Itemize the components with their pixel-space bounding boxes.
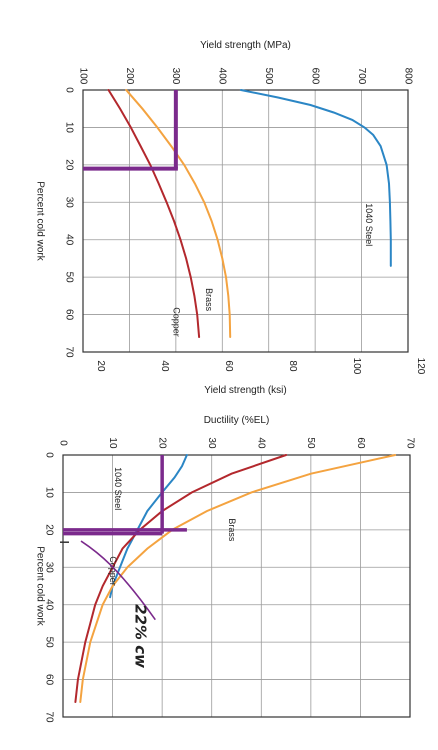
tick-label-mpa: 100 [77,68,88,85]
tick-label-cold-work: 20 [63,159,74,171]
series-label-copper: Copper [108,556,118,586]
tick-label-cold-work: 0 [43,452,54,458]
tick-label-cold-work: 30 [43,562,54,574]
series-label-1040-steel: 1040 Steel [364,203,374,246]
annotation-handwritten-text: 22% cw [132,604,150,668]
ductility-chart: 0 10 20 30 40 50 60 70 0 10 20 30 40 50 60 70 Ductility … [34,415,415,723]
tick-label-ductility: 20 [157,437,168,449]
axis-title-ksi: Yield strength (ksi) [204,385,286,396]
annotation-arrow [80,540,156,621]
tick-label-ductility: 50 [305,437,316,449]
tick-label-cold-work: 50 [63,272,74,284]
tick-label-ksi: 80 [287,360,298,372]
axis-title-ductility: Ductility (%EL) [204,415,270,426]
tick-label-cold-work: 50 [43,637,54,649]
tick-label-cold-work: 30 [63,197,74,209]
tick-label-mpa: 700 [356,68,367,85]
series-label-copper: Copper [171,307,181,337]
tick-label-ductility: 60 [355,437,366,449]
series-label-brass: Brass [204,288,214,312]
axis-title-mpa: Yield strength (MPa) [200,40,291,51]
tick-label-ductility: 0 [57,440,68,446]
series-label-1040-steel: 1040 Steel [113,467,123,510]
axis-title-cold-work: Percent cold work [34,546,45,626]
tick-label-cold-work: 60 [43,674,54,686]
tick-label-cold-work: 40 [43,599,54,611]
tick-label-ksi: 120 [415,358,426,375]
tick-label-ductility: 10 [107,437,118,449]
tick-label-cold-work: 0 [63,87,74,93]
tick-label-ductility: 40 [256,437,267,449]
plot-frame [62,454,411,718]
yield-strength-chart: 100 200 300 400 500 600 700 800 20 40 60 80 100 120 0 1… [34,40,426,396]
tick-label-cold-work: 70 [43,711,54,723]
series-label-brass: Brass [227,518,237,542]
tick-label-ksi: 60 [223,360,234,372]
tick-label-mpa: 500 [263,68,274,85]
series-line-1040-steel [109,454,188,599]
tick-label-cold-work: 70 [63,346,74,358]
axis-title-cold-work: Percent cold work [34,181,45,261]
tick-label-mpa: 200 [124,68,135,85]
series-line-1040-steel [239,89,392,267]
series-line-brass [125,89,232,338]
tick-label-cold-work: 10 [43,487,54,499]
series-line-brass [79,454,397,703]
tick-label-cold-work: 60 [63,309,74,321]
tick-label-ksi: 40 [159,360,170,372]
tick-label-ksi: 100 [351,358,362,375]
tick-label-ductility: 70 [404,437,415,449]
tick-label-mpa: 300 [170,68,181,85]
tick-label-ksi: 20 [95,360,106,372]
series-line-copper [107,89,201,338]
tick-label-ductility: 30 [206,437,217,449]
tick-label-mpa: 600 [310,68,321,85]
tick-label-cold-work: 20 [43,524,54,536]
tick-label-cold-work: 40 [63,234,74,246]
tick-label-mpa: 400 [217,68,228,85]
tick-label-mpa: 800 [402,68,413,85]
tick-label-cold-work: 10 [63,122,74,134]
